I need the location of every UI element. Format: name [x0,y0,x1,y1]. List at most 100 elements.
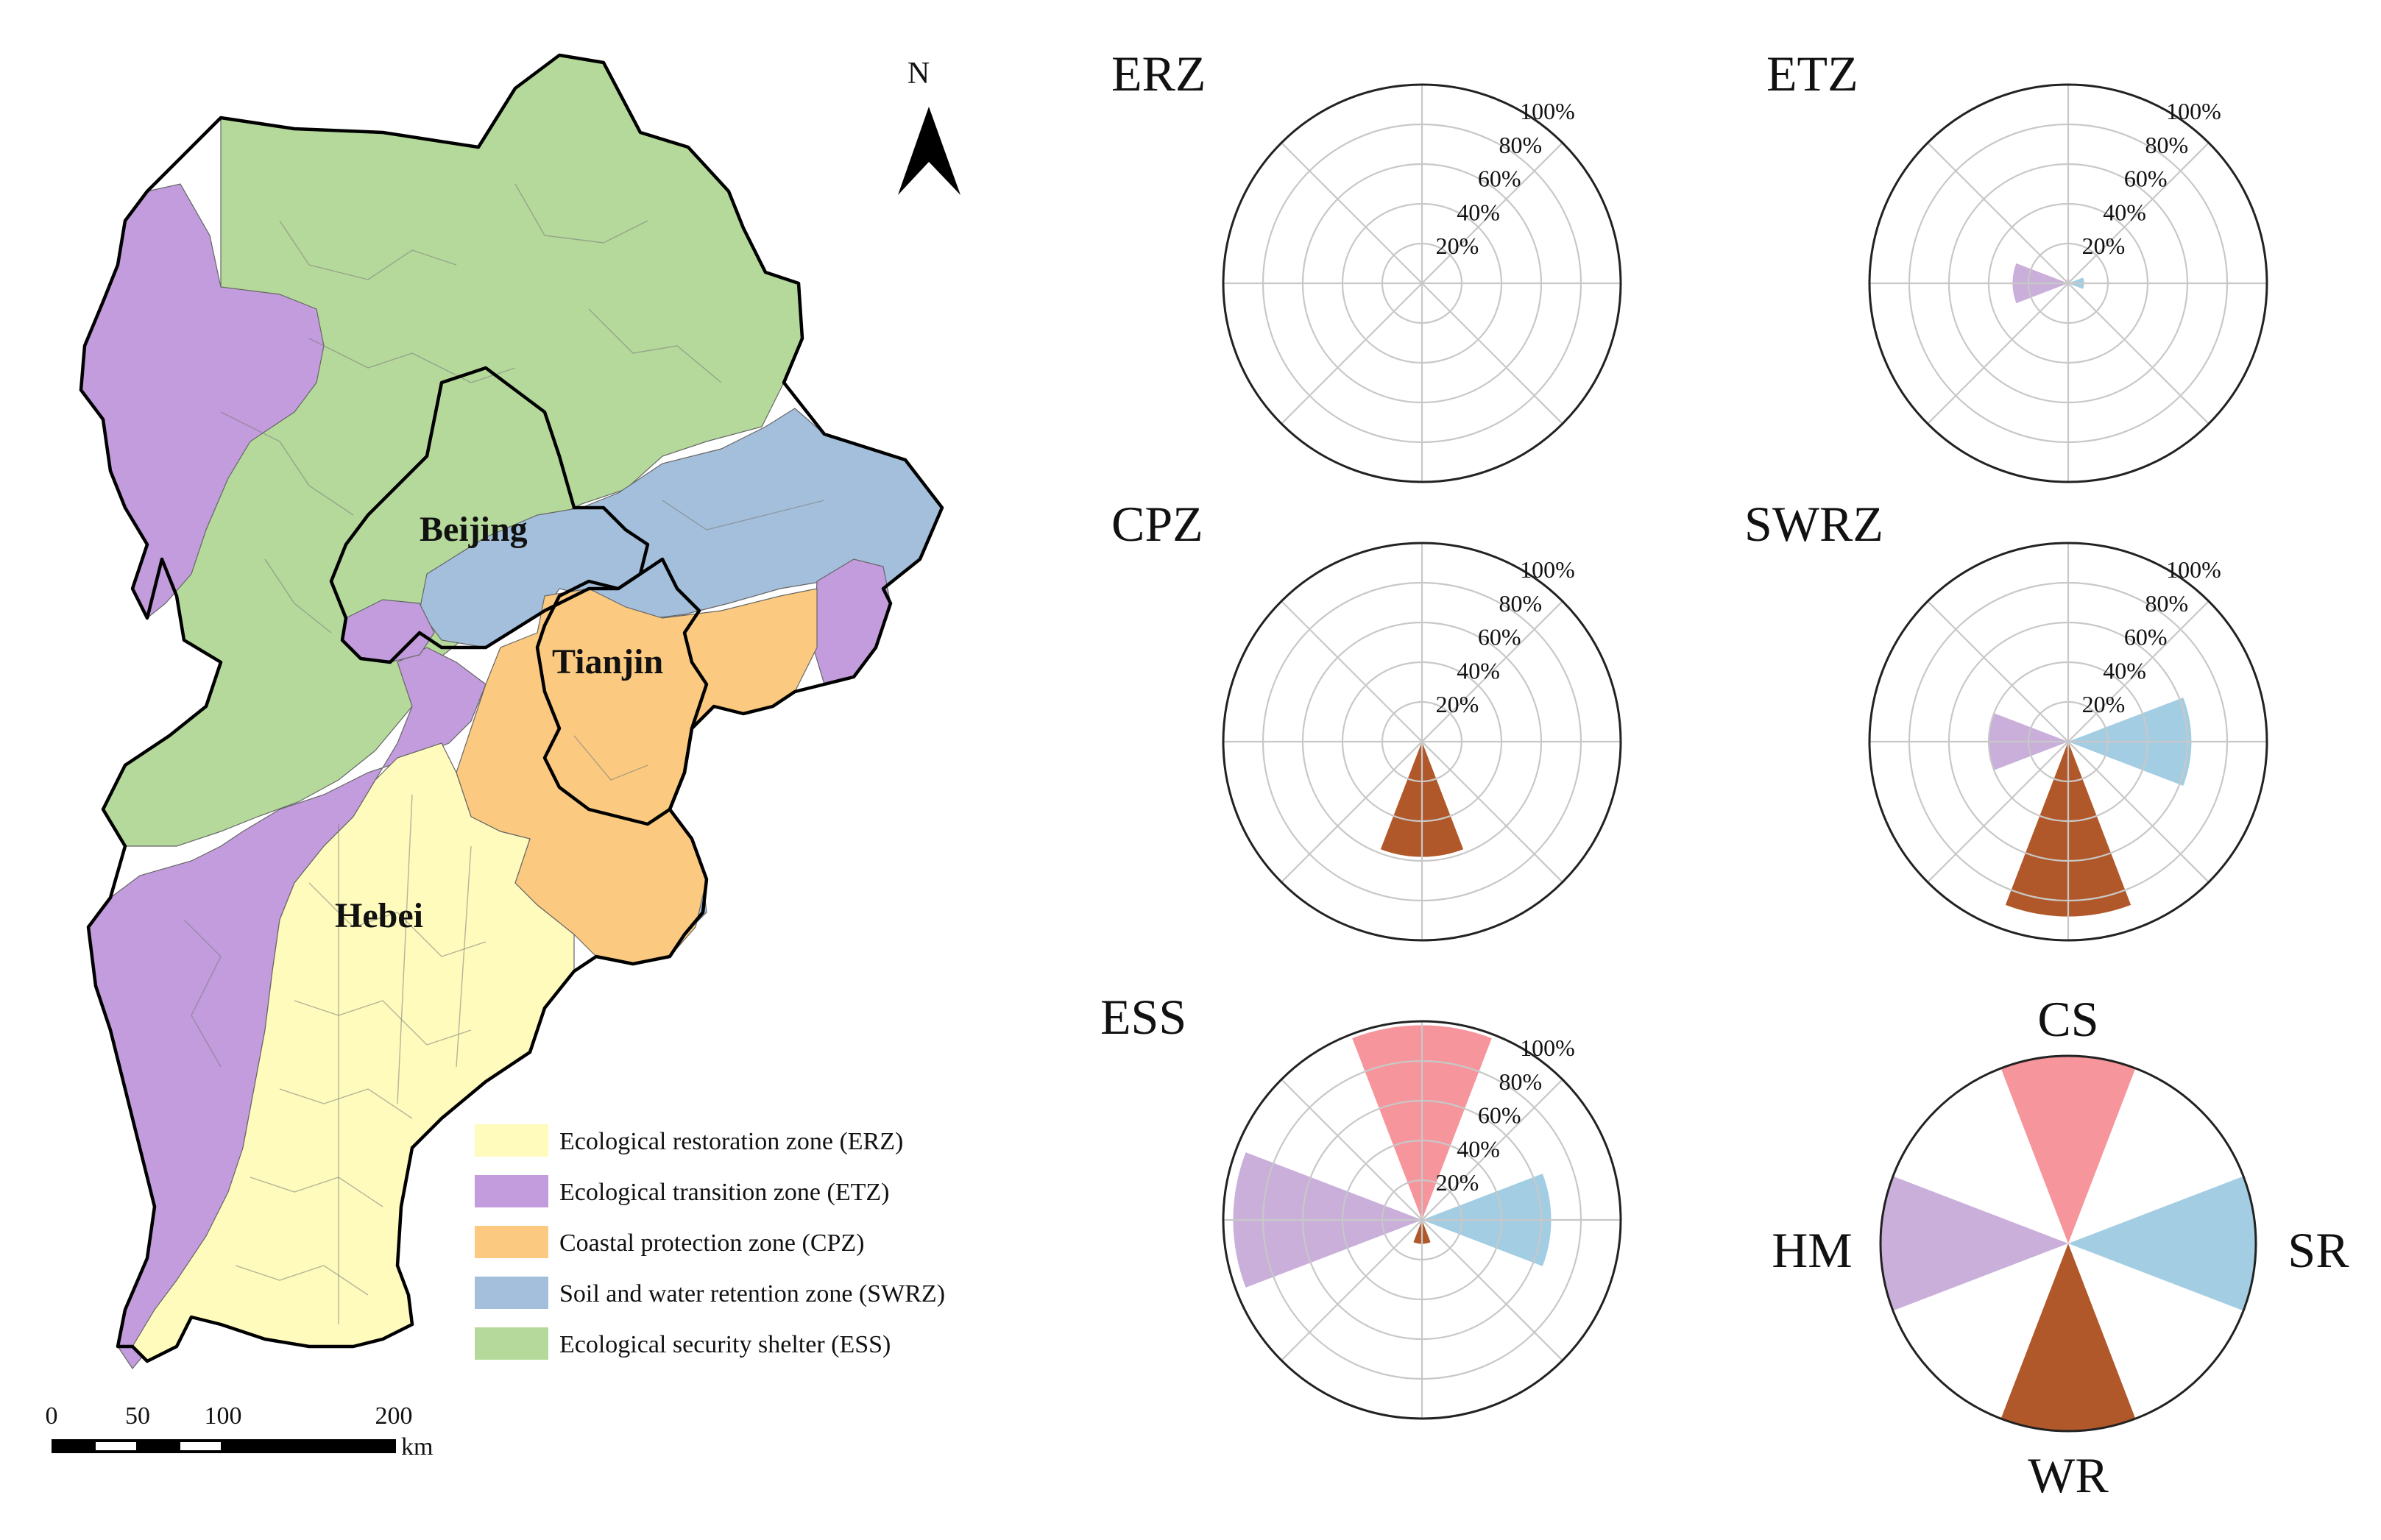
legend-label-4: Ecological security shelter (ESS) [559,1331,891,1358]
radar-title: ETZ [1766,46,1858,102]
grid-spoke [1281,142,1423,284]
legend-label-1: Ecological transition zone (ETZ) [559,1179,889,1206]
ring-label-5: 100% [2166,556,2221,583]
grid-spoke [1421,283,1563,425]
key-label-sr: SR [2288,1222,2349,1278]
radar-category-key: CS SR WR HM [1772,991,2349,1503]
grid-spoke [1421,600,1563,742]
grid-spoke [2067,142,2210,284]
grid-spoke [1421,142,1563,284]
beijing-boundary [329,366,650,664]
legend-swatch-2 [475,1226,548,1258]
ring-label-4: 80% [1499,1068,1542,1095]
ring-label-1: 20% [2082,233,2126,259]
radar-title: CPZ [1111,496,1203,552]
grid-spoke [1927,142,2069,284]
outer-ring [1222,83,1622,483]
grid-spoke [2067,741,2210,883]
key-wedge-cs [2000,1056,2136,1243]
grid-spoke [1421,741,1563,883]
key-wedge-wr [2000,1243,2136,1431]
radar-panel-etz: ETZ 20% 40% 60% 80% 100% [1766,46,2268,483]
legend-label-2: Coastal protection zone (CPZ) [559,1229,865,1257]
ring-label-5: 100% [1520,98,1575,124]
ring-label-5: 100% [1520,556,1575,583]
key-wedge-sr [2068,1176,2256,1311]
north-arrow-icon [898,107,960,195]
radar-panel-swrz: SWRZ 20% 40% 60% 80% 100% [1744,496,2268,942]
key-wedge-hm [1881,1176,2068,1311]
grid-spoke [2067,283,2210,425]
label-beijing: Beijing [420,510,528,549]
grid-spoke [1281,1079,1423,1221]
ring-label-4: 80% [2145,590,2188,617]
key-outer-ring [1879,1054,2257,1433]
hebei-boundary [79,53,944,1363]
ring-label-2: 40% [2103,199,2146,225]
legend-swatch-0 [475,1124,548,1157]
zone-etz-east [813,558,891,685]
ring-label-1: 20% [1436,233,1479,259]
region-map: Beijing Tianjin Hebei N Ecological resto… [46,53,960,1461]
radar-title: ERZ [1111,46,1206,102]
grid-spoke [1281,1219,1423,1361]
key-label-cs: CS [2037,991,2098,1047]
radar-title: SWRZ [1744,496,1883,552]
grid-spoke [1421,1219,1563,1361]
north-label: N [908,57,930,91]
scale-tick-100: 100 [205,1402,242,1430]
ring-label-3: 60% [1478,624,1521,650]
map-legend: Ecological restoration zone (ERZ) Ecologi… [475,1124,945,1360]
tianjin-boundary [535,557,709,826]
legend-label-3: Soil and water retention zone (SWRZ) [559,1280,945,1307]
ring-label-2: 40% [1457,657,1500,684]
radar-panel-ess: ESS 20% 40% 60% 80% 100% [1100,989,1622,1420]
grid-spoke [1421,1079,1563,1221]
grid-spoke [1281,600,1423,742]
outer-ring [1868,542,2268,942]
legend-swatch-4 [475,1327,548,1360]
label-tianjin: Tianjin [552,642,663,681]
ring-label-3: 60% [2124,166,2168,192]
radar-panel-erz: ERZ 20% 40% 60% 80% 100% [1111,46,1622,483]
scale-unit: km [401,1433,433,1461]
ring-label-5: 100% [2166,98,2221,124]
grid-spoke [1927,600,2069,742]
legend-swatch-3 [475,1277,548,1309]
outer-ring [1222,542,1622,942]
grid-spoke [1927,283,2069,425]
scale-tick-0: 0 [46,1402,58,1430]
outer-ring [1222,1020,1622,1420]
north-arrow: N [898,57,960,195]
legend-swatch-1 [475,1175,548,1207]
outer-ring [1868,83,2268,483]
key-label-hm: HM [1772,1222,1853,1278]
ring-label-1: 20% [2082,691,2126,717]
grid-spoke [2067,600,2210,742]
grid-spoke [1927,741,2069,883]
ring-label-3: 60% [1478,166,1521,192]
ring-label-4: 80% [2145,132,2188,158]
ring-label-2: 40% [1457,199,1500,225]
scale-bar: 0 50 100 200 km [46,1402,434,1461]
scale-tick-50: 50 [125,1402,150,1430]
ring-label-4: 80% [1499,132,1542,158]
radar-title: ESS [1100,989,1186,1045]
ring-label-2: 40% [2103,657,2146,684]
scale-tick-200: 200 [375,1402,413,1430]
radar-panel-cpz: CPZ 20% 40% 60% 80% 100% [1111,496,1622,942]
label-hebei: Hebei [335,896,423,935]
ring-label-5: 100% [1520,1035,1575,1061]
legend-label-0: Ecological restoration zone (ERZ) [559,1128,903,1155]
ring-label-3: 60% [1478,1102,1521,1129]
grid-spoke [1281,741,1423,883]
ring-label-4: 80% [1499,590,1542,617]
ring-label-1: 20% [1436,691,1479,717]
ring-label-2: 40% [1457,1135,1500,1162]
county-lines [183,183,825,1324]
ring-label-1: 20% [1436,1169,1479,1196]
ring-label-3: 60% [2124,624,2168,650]
radar-charts: ERZ20%40%60%80%100%ETZ20%40%60%80%100%CP… [1100,46,2349,1503]
